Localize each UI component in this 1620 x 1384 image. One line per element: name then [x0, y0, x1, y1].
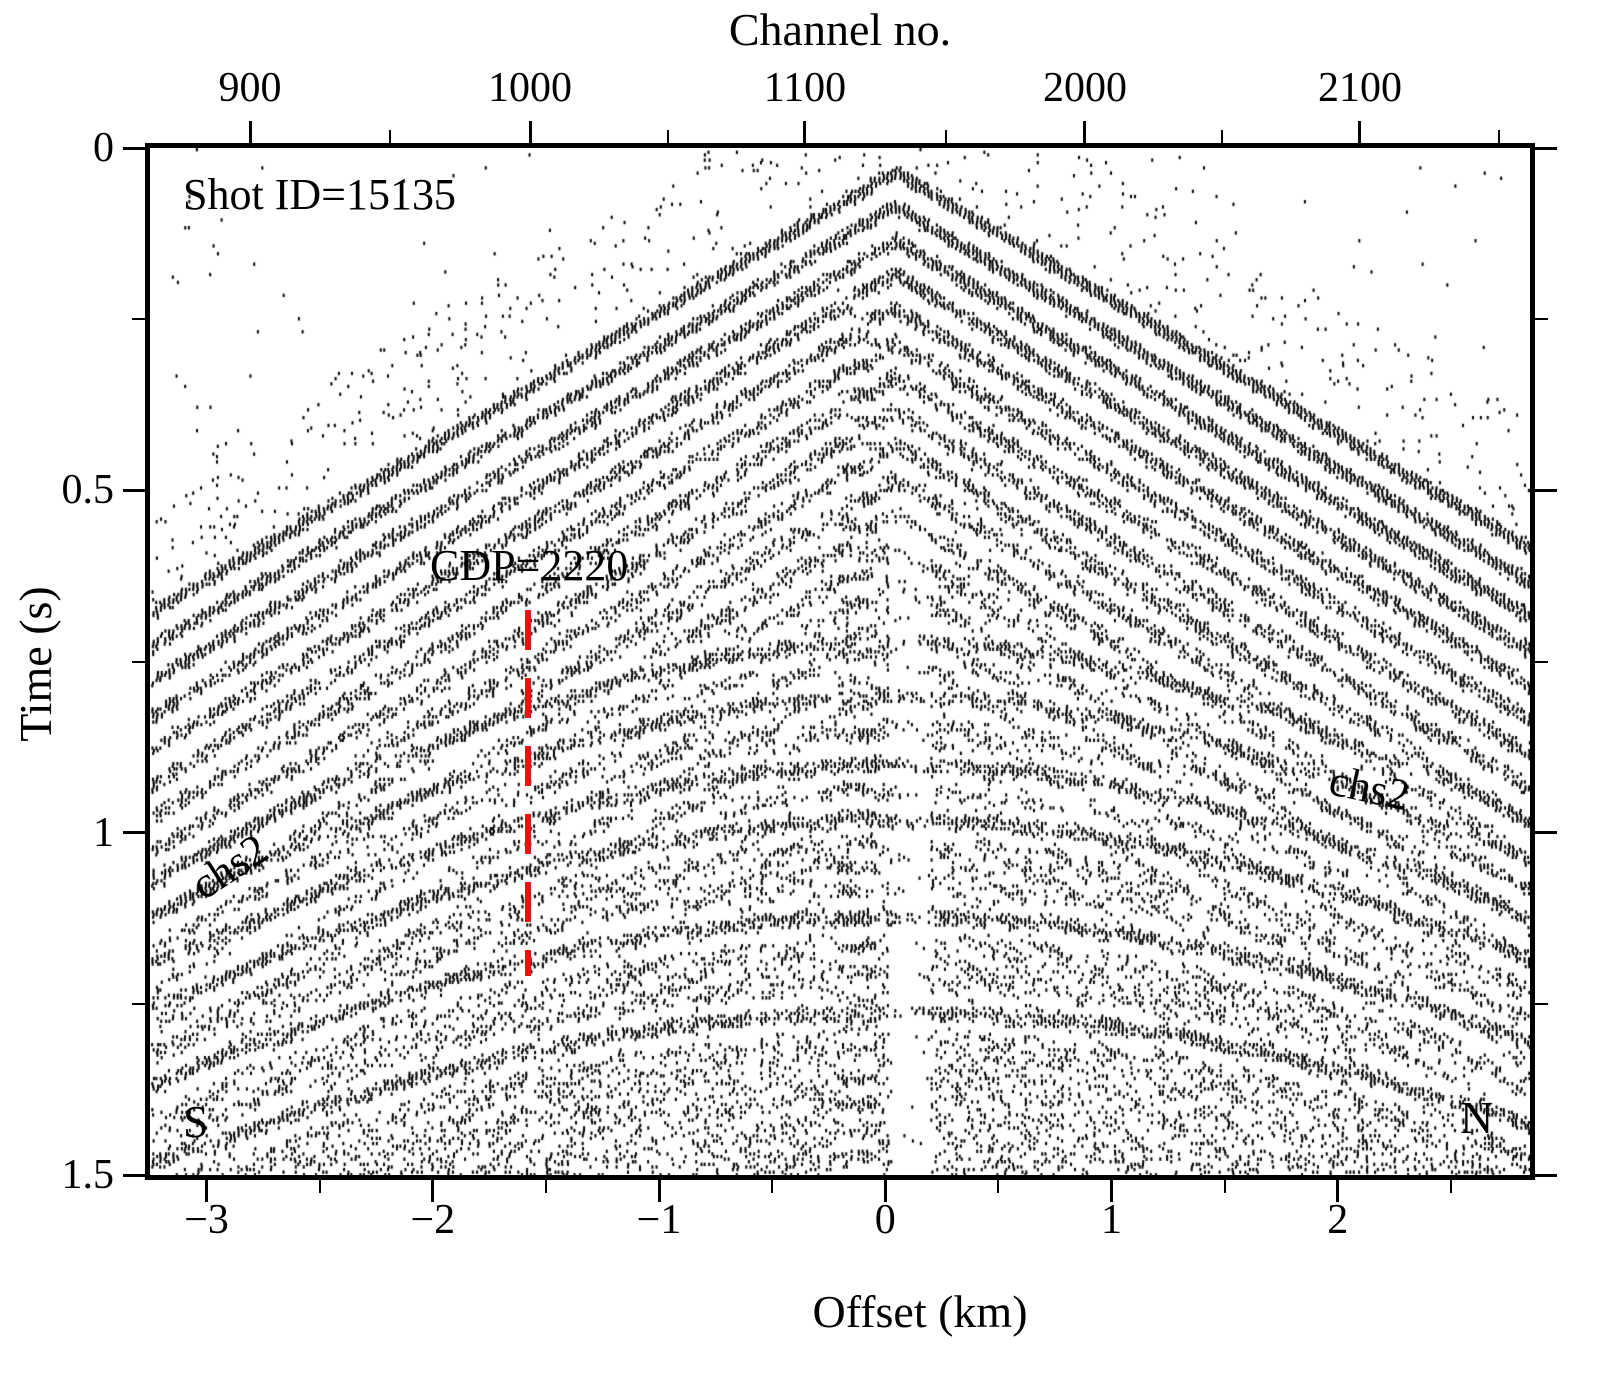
top-axis-minor-tick — [1221, 130, 1224, 143]
bottom-axis-tick-label: −1 — [636, 1197, 682, 1243]
south-label: S — [183, 1096, 209, 1147]
top-axis-minor-tick — [389, 130, 392, 143]
left-axis-tick-label: 0 — [93, 125, 114, 171]
bottom-axis-minor-tick — [1449, 1180, 1452, 1193]
top-axis-tick — [248, 121, 252, 143]
left-axis-tick-label: 1.5 — [61, 1152, 115, 1198]
top-axis-tick-label: 1100 — [763, 65, 847, 111]
bottom-axis-minor-tick — [318, 1180, 321, 1193]
bottom-axis-tick — [1336, 1180, 1340, 1202]
bottom-axis-tick — [1109, 1180, 1113, 1202]
left-axis-tick — [123, 1173, 145, 1177]
top-axis-title: Channel no. — [728, 4, 952, 55]
top-axis-tick — [1083, 121, 1087, 143]
top-axis-tick — [1358, 121, 1362, 143]
north-label: N — [1460, 1092, 1494, 1143]
left-axis-minor-tick — [132, 318, 145, 321]
bottom-axis-title: Offset (km) — [812, 1286, 1028, 1337]
bottom-axis-tick-label: −3 — [184, 1197, 229, 1243]
left-axis-tick — [123, 488, 145, 492]
left-axis-tick — [123, 831, 145, 835]
bottom-axis-minor-tick — [997, 1180, 1000, 1193]
shot-id-label: Shot ID=15135 — [183, 170, 456, 219]
top-axis-tick-label: 900 — [218, 65, 282, 111]
cdp-label: CDP=2220 — [430, 541, 629, 590]
top-axis-tick-label: 2100 — [1317, 65, 1402, 111]
bottom-axis-tick-label: 0 — [874, 1197, 896, 1243]
plot-frame — [145, 143, 1535, 1180]
bottom-axis-tick-label: 2 — [1327, 1197, 1349, 1243]
bottom-axis-minor-tick — [771, 1180, 774, 1193]
right-axis-minor-tick — [1535, 1002, 1548, 1005]
bottom-axis-tick — [431, 1180, 435, 1202]
right-axis-tick — [1535, 1173, 1557, 1177]
top-axis-tick — [803, 121, 807, 143]
right-axis-minor-tick — [1535, 660, 1548, 663]
bottom-axis-tick — [883, 1180, 887, 1202]
top-axis-minor-tick — [666, 130, 669, 143]
bottom-axis-tick-label: −2 — [410, 1197, 456, 1243]
bottom-axis-tick — [205, 1180, 209, 1202]
top-axis-minor-tick — [1497, 130, 1500, 143]
seismic-plot-canvas — [150, 148, 1530, 1175]
top-axis-tick — [528, 121, 532, 143]
left-axis-tick — [123, 146, 145, 150]
left-axis-minor-tick — [132, 660, 145, 663]
left-axis-tick-label: 0.5 — [61, 467, 115, 514]
top-axis-minor-tick — [944, 130, 947, 143]
cdp-marker-line — [524, 610, 531, 977]
right-axis-tick — [1535, 488, 1557, 492]
right-axis-tick — [1535, 146, 1557, 150]
bottom-axis-minor-tick — [1223, 1180, 1226, 1193]
top-axis-tick-label: 2000 — [1042, 65, 1127, 111]
bottom-axis-minor-tick — [544, 1180, 547, 1193]
left-axis-tick-label: 1 — [93, 809, 114, 856]
bottom-axis-tick-label: 1 — [1100, 1197, 1122, 1243]
bottom-axis-tick — [657, 1180, 661, 1202]
right-axis-minor-tick — [1535, 318, 1548, 321]
right-axis-tick — [1535, 831, 1557, 835]
left-axis-title: Time (s) — [10, 586, 61, 742]
top-axis-tick-label: 1000 — [488, 65, 573, 111]
left-axis-minor-tick — [132, 1002, 145, 1005]
